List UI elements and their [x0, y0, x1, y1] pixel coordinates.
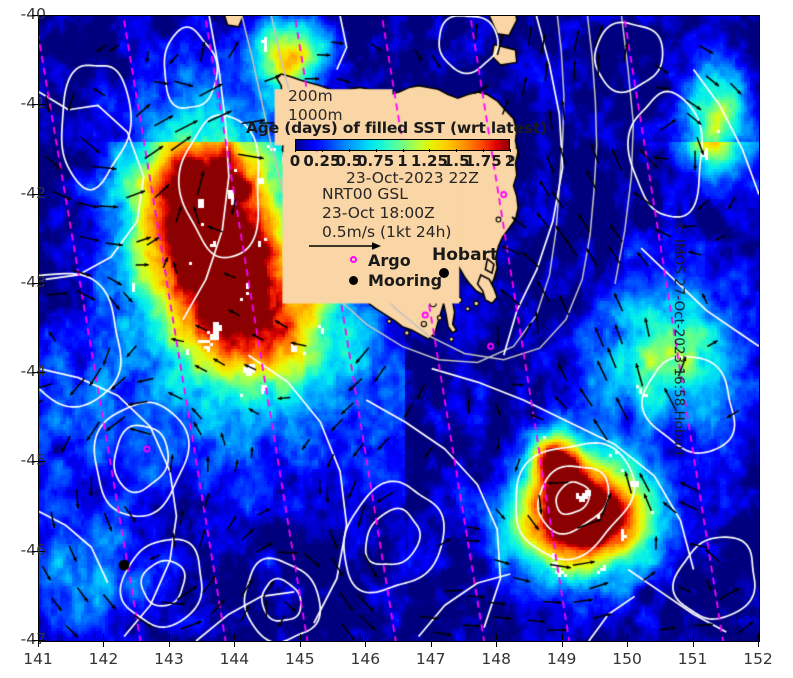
x-axis-tick-mark [365, 641, 367, 647]
y-axis-tick-label: -45 [20, 451, 46, 470]
info-model-name: NRT00 GSL [322, 185, 408, 203]
x-axis-tick-label: 142 [88, 650, 119, 668]
x-axis-tick-mark [692, 641, 694, 647]
y-axis-tick-mark-inner [39, 15, 45, 16]
x-axis-tick-mark-inner [365, 634, 367, 640]
y-axis-tick-mark [32, 550, 38, 552]
x-axis-tick-label: 141 [23, 650, 53, 668]
sst-age-raster-canvas[interactable] [39, 16, 759, 641]
colorbar-tick-label: 1.5 [442, 152, 470, 170]
bathymetry-label-1000m: 1000m [288, 106, 343, 124]
x-axis-tick-mark-inner [627, 634, 629, 640]
colorbar-tick-mark [402, 149, 404, 152]
y-axis-tick-label: -42 [20, 183, 46, 202]
colorbar-tick-labels: 0 0.25 0.5 0.75 1 1.25 1.5 1.75 2 [290, 149, 515, 172]
x-axis-tick-label: 144 [219, 650, 250, 668]
colorbar-title: Age (days) of filled SST (wrt latest) [246, 119, 547, 137]
colorbar-tick-mark [483, 149, 485, 152]
colorbar-tick-label: 1 [397, 152, 408, 170]
legend-marker-mooring [349, 276, 358, 285]
x-axis-tick-mark-inner [299, 634, 301, 640]
x-axis-tick-mark [168, 641, 170, 647]
colorbar-tick-mark [429, 149, 431, 152]
legend-label-argo: Argo [368, 251, 411, 270]
colorbar-tick-label: 0 [289, 152, 301, 170]
x-axis-tick-label: 148 [481, 650, 511, 668]
x-axis-tick-mark-inner [496, 634, 498, 640]
map-plot-area[interactable] [38, 15, 760, 642]
y-axis-tick-label: -41 [20, 94, 46, 113]
x-axis-tick-label: 147 [415, 650, 446, 668]
x-axis-tick-mark-inner [758, 634, 759, 640]
y-axis-tick-label: -44 [20, 362, 46, 381]
city-label-hobart: Hobart [432, 245, 499, 265]
colorbar-tick-mark [375, 149, 377, 152]
x-axis-tick-label: 152 [743, 650, 773, 668]
info-analysis-time: 23-Oct-2023 22Z [346, 169, 479, 187]
colorbar-tick-label: 0.5 [335, 152, 363, 170]
x-axis-tick-label: 143 [154, 650, 184, 668]
x-axis-tick-mark [496, 641, 498, 647]
colorbar-tick-label: 1.75 [464, 152, 502, 170]
colorbar-tick-label: 1.25 [410, 152, 448, 170]
info-velocity-scale: 0.5m/s (1kt 24h) [322, 223, 452, 241]
x-axis-tick-mark [38, 641, 39, 647]
x-axis-tick-mark [561, 641, 563, 647]
x-axis-tick-mark-inner [234, 634, 236, 640]
y-axis-tick-mark [32, 15, 38, 16]
x-axis-tick-mark [758, 641, 759, 647]
x-axis-tick-mark-inner [692, 634, 694, 640]
y-axis-tick-mark [32, 640, 38, 641]
y-axis-tick-mark-inner [39, 193, 45, 195]
credit-text: © IMOS 27-Oct-2023 16:58 Hobart [670, 221, 687, 457]
y-axis-tick-mark-inner [39, 282, 45, 284]
colorbar-tick-label: 2 [504, 152, 516, 170]
y-axis-tick-label: -47 [20, 630, 46, 648]
colorbar-tick-label: 0.25 [303, 152, 341, 170]
colorbar-tick-mark [348, 149, 350, 152]
y-axis-tick-mark [32, 193, 38, 195]
x-axis-tick-mark [627, 641, 629, 647]
x-axis-tick-mark-inner [103, 634, 105, 640]
y-axis-tick-label: -46 [20, 540, 46, 559]
x-axis-tick-mark-inner [38, 634, 39, 640]
y-axis-tick-mark-inner [39, 372, 45, 374]
y-axis-tick-label: -40 [20, 5, 46, 23]
velocity-scale-arrow [309, 242, 381, 250]
legend-marker-argo [350, 256, 357, 263]
x-axis-tick-mark [430, 641, 432, 647]
legend-label-mooring: Mooring [368, 271, 443, 290]
x-axis-tick-label: 145 [285, 650, 315, 668]
x-axis-tick-mark-inner [168, 634, 170, 640]
x-axis-tick-mark [299, 641, 301, 647]
credit-container: © IMOS 27-Oct-2023 16:58 Hobart [670, 0, 793, 678]
info-valid-time: 23-Oct 18:00Z [322, 204, 435, 222]
colorbar-tick-label: 0.75 [357, 152, 395, 170]
x-axis-tick-mark [103, 641, 105, 647]
y-axis-tick-mark [32, 282, 38, 284]
y-axis-tick-mark [32, 104, 38, 106]
x-axis-tick-label: 146 [350, 650, 381, 668]
x-axis-tick-mark-inner [561, 634, 563, 640]
x-axis-tick-label: 150 [612, 650, 642, 668]
y-axis-tick-mark-inner [39, 550, 45, 552]
bathymetry-label-200m: 200m [288, 87, 333, 105]
y-axis-tick-label: -43 [20, 272, 46, 291]
x-axis-tick-label: 149 [546, 650, 577, 668]
city-marker-hobart [439, 268, 449, 278]
y-axis-tick-mark-inner [39, 461, 45, 463]
x-axis-tick-mark-inner [430, 634, 432, 640]
y-axis-tick-mark [32, 461, 38, 463]
colorbar-tick-mark [295, 149, 296, 152]
y-axis-tick-mark-inner [39, 640, 45, 641]
y-axis-tick-mark [32, 372, 38, 374]
y-axis-tick-mark-inner [39, 104, 45, 106]
colorbar-tick-mark [456, 149, 458, 152]
colorbar-tick-mark [321, 149, 323, 152]
x-axis-tick-label: 151 [677, 650, 708, 668]
x-axis-tick-mark [234, 641, 236, 647]
colorbar-tick-mark [510, 149, 511, 152]
